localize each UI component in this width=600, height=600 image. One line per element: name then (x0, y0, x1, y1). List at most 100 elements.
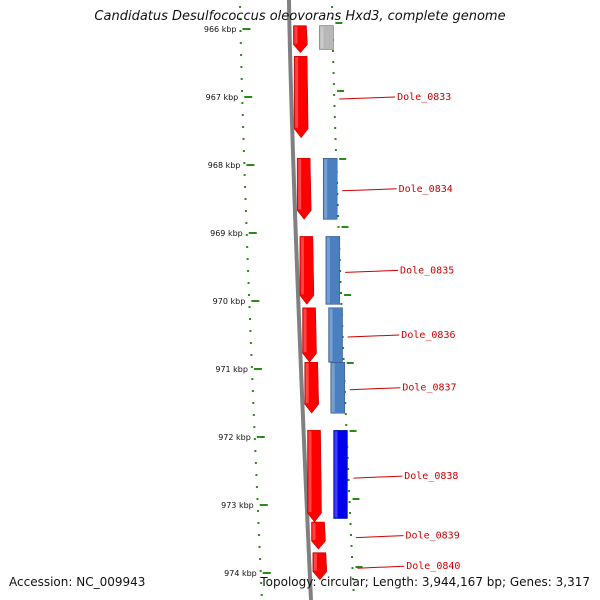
dotted-ring-dot (260, 582, 263, 584)
dotted-ring-dot (347, 468, 350, 470)
dotted-ring-dot (253, 438, 256, 440)
dotted-ring-dot (336, 204, 339, 206)
dotted-ring-dot (342, 358, 345, 360)
dotted-ring-dot (342, 347, 345, 349)
reverse-gene-box[interactable] (333, 430, 348, 519)
reverse-gene-box[interactable] (319, 25, 334, 50)
dotted-ring-dot (242, 150, 245, 152)
gene-highlight (295, 57, 299, 128)
dotted-ring-dot (242, 126, 245, 128)
dotted-ring-dot (239, 18, 242, 20)
dotted-ring-dot (244, 186, 247, 188)
gene-label-leader (357, 565, 405, 569)
dotted-ring-dot (248, 306, 251, 308)
gene-label-leader (347, 334, 400, 338)
dotted-ring-dot (243, 174, 246, 176)
gene-label[interactable]: Dole_0833 (397, 92, 451, 103)
gene-label[interactable]: Dole_0837 (402, 383, 456, 394)
dotted-ring-dot (254, 462, 257, 464)
dotted-ring-dot (250, 366, 253, 368)
dotted-ring-dot (337, 215, 340, 217)
accession-text: Accession: NC_009943 (9, 575, 146, 589)
gene-highlight (303, 308, 307, 353)
gene-highlight (324, 159, 328, 219)
dotted-ring-dot (340, 303, 343, 305)
dotted-ring-dot (350, 534, 353, 536)
gene-label[interactable]: Dole_0834 (399, 184, 453, 195)
gene-label[interactable]: Dole_0835 (400, 265, 454, 276)
scale-tick-label: 966 kbp (204, 25, 237, 34)
gene-label-leader (342, 188, 397, 192)
dotted-ring-dot (247, 282, 250, 284)
scale-tick-label: 971 kbp (215, 365, 248, 374)
dotted-ring-dot (252, 402, 255, 404)
gene-label[interactable]: Dole_0840 (406, 561, 460, 572)
dotted-ring-dot (350, 545, 353, 547)
dotted-ring-dot (241, 90, 244, 92)
dotted-ring-dot (244, 210, 247, 212)
dotted-ring-dot (337, 226, 340, 228)
dotted-ring-dot (252, 414, 255, 416)
dotted-ring-dot (246, 246, 249, 248)
dotted-ring-dot (333, 94, 336, 96)
dotted-ring-dot (256, 498, 259, 500)
dotted-ring-dot (347, 479, 350, 481)
dotted-ring-dot (251, 378, 254, 380)
dotted-ring-dot (333, 105, 336, 107)
gene-label-leader (349, 387, 401, 391)
dotted-ring-dot (247, 270, 250, 272)
dotted-ring-dot (344, 413, 347, 415)
dotted-ring-dot (339, 292, 342, 294)
reverse-gene-box[interactable] (330, 362, 345, 414)
gene-highlight (331, 363, 335, 413)
dotted-ring-dot (348, 501, 351, 503)
gene-highlight (326, 237, 330, 304)
dotted-ring-dot (331, 6, 334, 8)
scale-tick-label: 967 kbp (206, 93, 239, 102)
dotted-ring-dot (351, 556, 354, 558)
dotted-ring-dot (339, 281, 342, 283)
dotted-ring-dot (344, 402, 347, 404)
dotted-ring-dot (245, 222, 248, 224)
dotted-ring-dot (248, 294, 251, 296)
scale-tick-label: 973 kbp (221, 501, 254, 510)
dotted-ring-dot (333, 116, 336, 118)
genome-backbone (287, 0, 313, 600)
dotted-ring-dot (349, 523, 352, 525)
reverse-gene-box[interactable] (322, 157, 338, 220)
gene-label[interactable]: Dole_0839 (406, 531, 460, 542)
dotted-ring-dot (255, 486, 258, 488)
dotted-ring-dot (239, 6, 242, 8)
dotted-ring-dot (334, 127, 337, 129)
dotted-ring-dot (334, 138, 337, 140)
gene-highlight (320, 26, 324, 49)
dotted-ring-dot (242, 138, 245, 140)
gene-label-leader (356, 535, 404, 539)
dotted-ring-dot (255, 474, 258, 476)
gene-label[interactable]: Dole_0836 (401, 330, 455, 341)
dotted-ring-dot (349, 512, 352, 514)
dotted-ring-dot (246, 258, 249, 260)
dotted-ring-dot (257, 522, 260, 524)
gene-label[interactable]: Dole_0838 (404, 471, 458, 482)
dotted-ring-dot (251, 390, 254, 392)
dotted-ring-dot (239, 42, 242, 44)
genome-title: Candidatus Desulfococcus oleovorans Hxd3… (94, 9, 506, 24)
scale-tick-label: 972 kbp (218, 433, 251, 442)
gene-highlight (305, 363, 309, 404)
dotted-ring-dot (332, 72, 335, 74)
dotted-ring-dot (259, 570, 262, 572)
dotted-ring-dot (249, 330, 252, 332)
dotted-ring-dot (249, 342, 252, 344)
scale-tick-label: 970 kbp (213, 297, 246, 306)
dotted-ring-dot (345, 424, 348, 426)
gene-highlight (298, 159, 302, 210)
gene-label-leader (353, 475, 403, 479)
dotted-ring-dot (258, 546, 261, 548)
dotted-ring-dot (332, 83, 335, 85)
scale-tick-label: 974 kbp (224, 569, 257, 578)
reverse-gene-box[interactable] (325, 236, 341, 305)
dotted-ring-dot (243, 162, 246, 164)
dotted-ring-dot (240, 54, 243, 56)
